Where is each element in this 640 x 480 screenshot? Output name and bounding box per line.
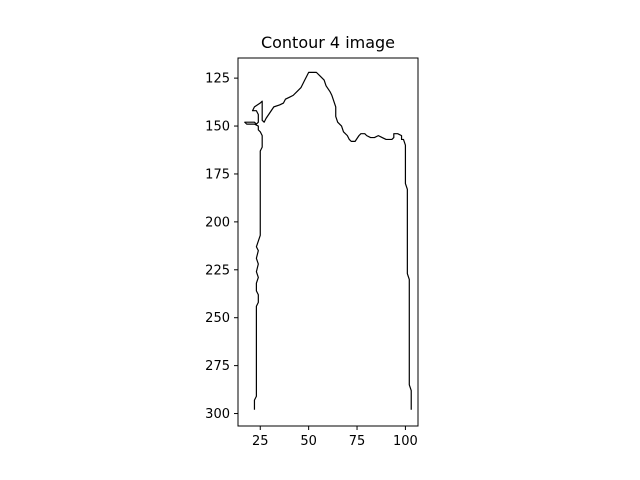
x-tick-label: 75 bbox=[349, 434, 366, 449]
y-tick-label: 175 bbox=[205, 167, 230, 182]
plot-area-frame bbox=[237, 57, 419, 427]
y-axis: 125 150 175 200 225 250 275 300 bbox=[205, 72, 238, 422]
y-tick-label: 300 bbox=[205, 407, 230, 422]
x-tick-label: 50 bbox=[300, 434, 317, 449]
y-tick-label: 225 bbox=[205, 263, 230, 278]
y-tick-label: 150 bbox=[205, 120, 230, 135]
y-tick-label: 125 bbox=[205, 72, 230, 87]
x-tick-label: 25 bbox=[252, 434, 269, 449]
y-tick-label: 200 bbox=[205, 215, 230, 230]
x-tick-label: 100 bbox=[393, 434, 418, 449]
x-axis: 25 50 75 100 bbox=[252, 426, 418, 449]
chart-title: Contour 4 image bbox=[261, 33, 395, 52]
contour-line bbox=[244, 71, 412, 410]
y-tick-label: 275 bbox=[205, 359, 230, 374]
series-layer bbox=[244, 71, 412, 410]
y-tick-label: 250 bbox=[205, 311, 230, 326]
